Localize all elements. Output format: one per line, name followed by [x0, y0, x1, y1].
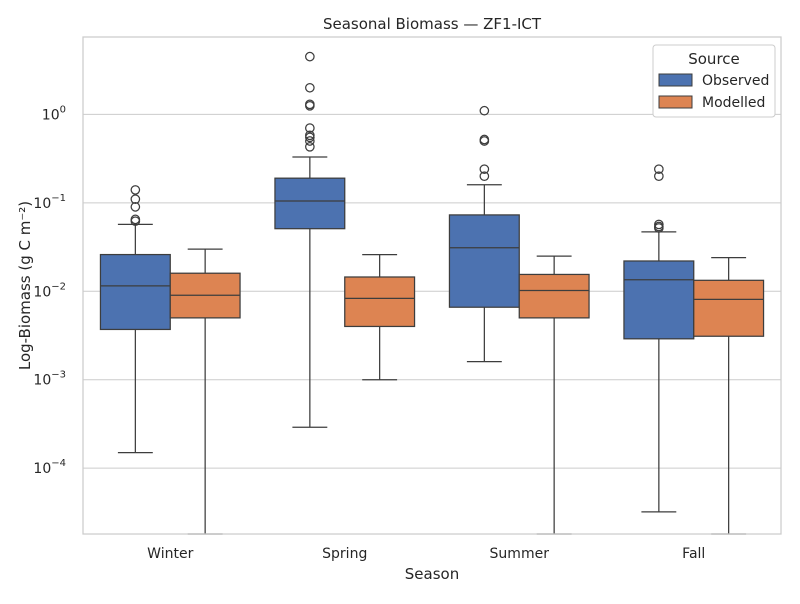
y-tick-label: 100 [42, 104, 66, 123]
x-tick-label-summer: Summer [490, 546, 550, 562]
legend-title: Source [688, 50, 740, 68]
legend-swatch-modelled [658, 95, 693, 109]
outlier-point [305, 82, 315, 93]
outlier-point [479, 105, 490, 116]
box-iqr [448, 214, 520, 308]
outlier-point [305, 51, 315, 62]
box-observed-spring [274, 51, 346, 428]
box-iqr [99, 253, 171, 331]
outlier-point [305, 130, 315, 141]
outlier-point [479, 134, 490, 145]
y-tick-label: 10−2 [33, 281, 66, 300]
box-iqr [623, 260, 695, 340]
legend-swatch-observed [658, 73, 693, 87]
outlier-point [305, 99, 315, 110]
legend-label-observed: Observed [702, 73, 769, 89]
outlier-point [479, 164, 490, 175]
box-observed-fall [623, 164, 695, 513]
box-iqr [518, 273, 590, 319]
outlier-point [305, 136, 315, 146]
x-tick-label-winter: Winter [147, 546, 193, 562]
y-tick-label: 10−3 [33, 370, 66, 389]
x-axis-title: Season [405, 565, 459, 583]
outlier-point [305, 123, 315, 133]
outlier-point [654, 171, 664, 182]
outlier-point [130, 214, 141, 225]
outlier-point [130, 202, 141, 212]
x-tick-labels: Winter Spring Summer Fall [147, 546, 705, 562]
outlier-point [130, 185, 141, 195]
outlier-point [130, 194, 141, 204]
x-tick-label-fall: Fall [682, 546, 705, 562]
box-modelled-spring [344, 253, 416, 381]
outlier-point [654, 164, 664, 175]
box-observed-winter [99, 185, 171, 454]
legend: Source Observed Modelled [652, 44, 776, 118]
y-tick-label: 10−1 [33, 193, 66, 212]
boxes-layer [99, 51, 765, 535]
box-modelled-fall [693, 257, 765, 535]
x-tick-label-spring: Spring [322, 546, 367, 562]
box-iqr [693, 279, 765, 337]
box-modelled-winter [169, 248, 241, 535]
box-iqr [274, 177, 346, 230]
outlier-point [305, 141, 315, 152]
y-axis-title: Log-Biomass (g C m⁻²) [16, 201, 34, 370]
plot-area-frame [82, 36, 782, 535]
y-tick-labels: 10−4 10−3 10−2 10−1 100 [33, 104, 66, 477]
legend-label-modelled: Modelled [702, 95, 765, 111]
y-tick-label: 10−4 [33, 458, 66, 477]
chart-title: Seasonal Biomass — ZF1-ICT [323, 15, 542, 33]
box-observed-summer [448, 105, 520, 363]
box-modelled-summer [518, 255, 590, 535]
outlier-point [479, 171, 490, 182]
outlier-point [654, 219, 664, 230]
box-iqr [344, 276, 416, 328]
